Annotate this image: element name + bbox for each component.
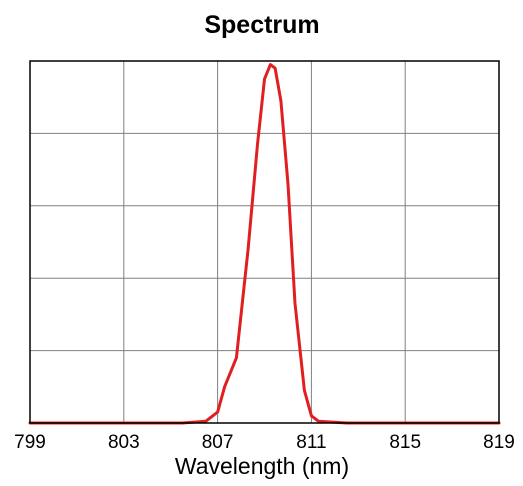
plot-frame <box>29 60 500 424</box>
x-tick-label-3: 811 <box>296 432 326 453</box>
x-tick-label-2: 807 <box>202 432 234 453</box>
x-tick-label-4: 815 <box>389 432 421 453</box>
x-tick-label-5: 819 <box>483 432 515 453</box>
series-layer <box>28 63 501 425</box>
x-tick-label-1: 803 <box>108 432 140 453</box>
x-tick-label-0: 799 <box>14 432 46 453</box>
x-axis-label: Wavelength (nm) <box>175 453 349 479</box>
gridlines <box>30 61 499 423</box>
chart-title: Spectrum <box>204 11 319 39</box>
x-tick-labels: 799 803 807 811 815 819 <box>14 432 515 453</box>
spectrum-line-0 <box>28 63 501 425</box>
